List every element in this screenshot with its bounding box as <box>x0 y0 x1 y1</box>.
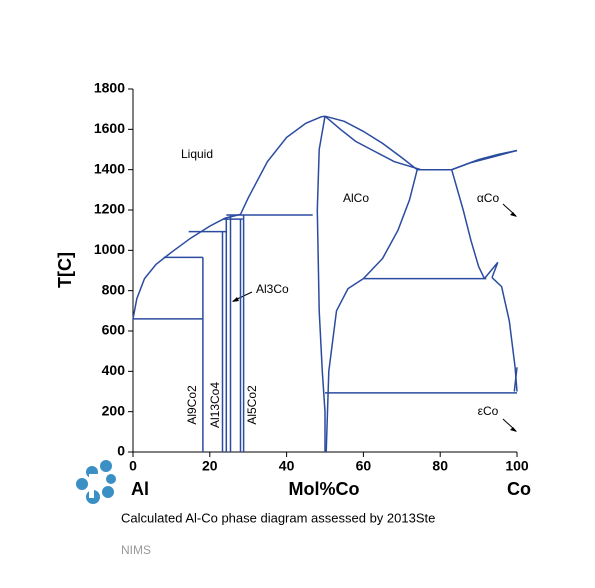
footer: NIMS <box>121 543 151 557</box>
phase-boundary <box>324 115 422 171</box>
y-tick-label: 1600 <box>94 120 125 136</box>
y-tick-label: 600 <box>102 322 126 338</box>
y-tick-label: 1200 <box>94 201 125 217</box>
y-tick-label: 1400 <box>94 160 125 176</box>
phase-boundary <box>324 115 418 171</box>
annotation: Al9Co2 <box>185 385 199 425</box>
y-tick-label: 1800 <box>94 80 125 96</box>
phase-boundary <box>491 277 518 392</box>
annotation: αCo <box>477 191 500 205</box>
phase-boundary <box>316 116 326 452</box>
x-axis-label: Mol%Co <box>289 479 360 499</box>
x-tick-label: 40 <box>279 458 295 474</box>
y-tick-label: 400 <box>102 362 126 378</box>
y-axis-label: T[C] <box>55 252 75 288</box>
x-tick-label: 20 <box>202 458 218 474</box>
phase-boundary <box>451 149 518 171</box>
x-tick-label: 0 <box>129 458 137 474</box>
caption: Calculated Al-Co phase diagram assessed … <box>121 510 435 525</box>
y-tick-label: 1000 <box>94 241 125 257</box>
phase-boundary <box>513 367 518 392</box>
annotation: Al3Co <box>256 282 289 296</box>
phase-boundary <box>483 261 499 280</box>
y-tick-label: 800 <box>102 281 126 297</box>
annotation: Al5Co2 <box>245 385 259 425</box>
arrow-head <box>510 427 517 432</box>
logo <box>76 460 116 504</box>
y-tick-label: 0 <box>117 443 125 459</box>
arrow-head <box>232 297 239 302</box>
phase-boundary <box>362 169 418 280</box>
phase-boundary <box>132 115 326 320</box>
x-tick-label: 60 <box>356 458 372 474</box>
annotation: Al13Co4 <box>208 382 222 428</box>
phase-boundary <box>325 277 364 453</box>
y-tick-label: 200 <box>102 402 126 418</box>
annotation: Liquid <box>181 147 213 161</box>
x-tick-label: 100 <box>505 458 529 474</box>
x-tick-label: 80 <box>432 458 448 474</box>
right-element: Co <box>507 479 531 499</box>
annotation: AlCo <box>343 191 369 205</box>
phase-boundary <box>450 169 486 279</box>
left-element: Al <box>131 479 149 499</box>
arrow-head <box>510 212 517 217</box>
annotation: εCo <box>478 404 499 418</box>
